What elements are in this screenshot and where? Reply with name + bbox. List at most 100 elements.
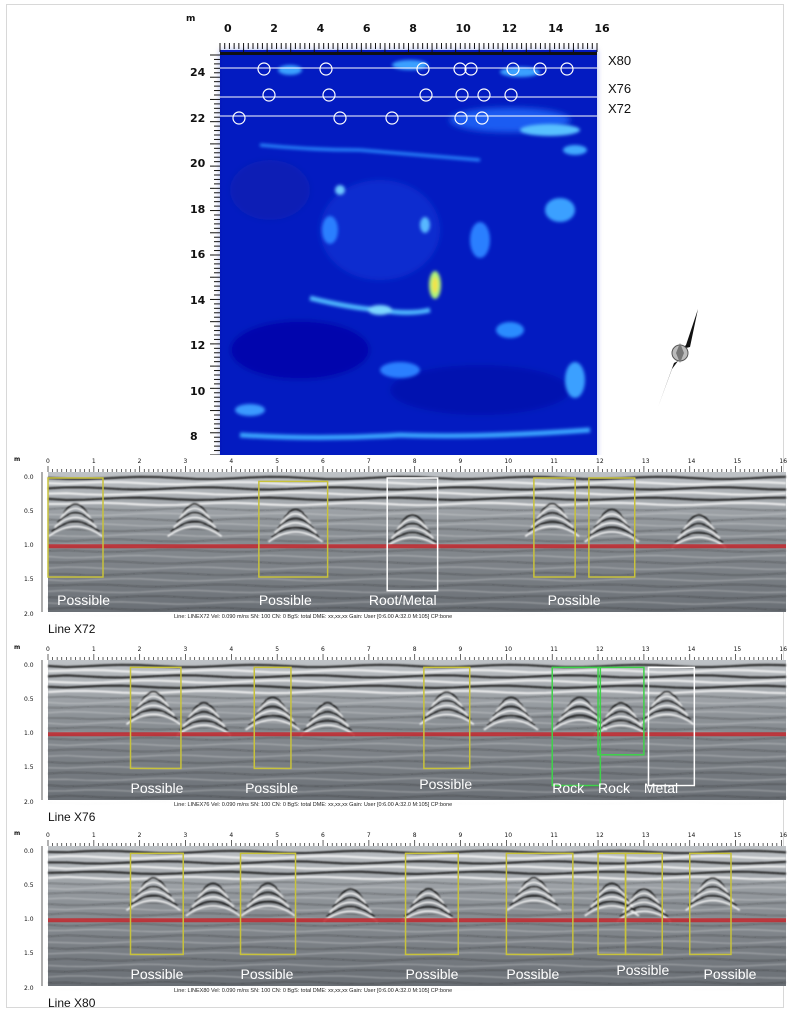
- target-box: [404, 852, 460, 956]
- hyperbola-reflection: [691, 890, 735, 903]
- profile-x-tick-label: 3: [183, 832, 188, 839]
- hyperbola-reflection: [178, 507, 211, 519]
- hyperbola-reflection: [492, 705, 530, 717]
- hyperbola-reflection: [188, 900, 238, 913]
- profile-x-tick-label: 4: [229, 458, 234, 465]
- profile-x-tick-label: 11: [550, 832, 558, 839]
- profile-x-tick-label: 1: [91, 458, 96, 465]
- hyperbola-reflection: [194, 891, 232, 903]
- target-label: Metal: [643, 779, 679, 796]
- hyperbola-reflection: [628, 892, 660, 904]
- profile-depth-tick-label: 0.0: [24, 848, 34, 855]
- target-label: Rock: [552, 779, 585, 796]
- gpr-profile-svg: [41, 654, 787, 805]
- hyperbola-reflection: [425, 704, 469, 717]
- hyperbola-reflection: [642, 709, 692, 721]
- profile-x-tick-label: 9: [458, 646, 463, 653]
- profile-x-tick-label: 10: [504, 646, 513, 653]
- hyperbola-reflection: [434, 691, 460, 703]
- profile-x-tick-label: 0: [46, 458, 50, 465]
- profile-depth-tick-label: 2.0: [24, 610, 34, 618]
- slice-x-tick-label: 4: [316, 22, 325, 35]
- hyperbola-reflection: [625, 896, 663, 909]
- target-label: Possible: [258, 591, 312, 608]
- profile-x-tick-label: 6: [321, 832, 325, 839]
- target-box: [258, 480, 329, 578]
- hyperbola-reflection: [325, 905, 376, 918]
- slice-y-tick-label: 24: [190, 66, 206, 79]
- hyperbola-reflection: [406, 901, 451, 913]
- profile-x-tick-label: 3: [183, 458, 188, 465]
- profile-x-tick-label: 12: [596, 458, 604, 465]
- profile-x-tick-label: 1: [91, 832, 96, 839]
- profile-depth-tick-label: 0.5: [24, 696, 34, 704]
- profile-x-tick-label: 13: [641, 458, 650, 465]
- hyperbola-reflection: [248, 714, 298, 727]
- gpr-profile: 0 1 2 3 4 5 6 7 8 9 10 11 12 13 14 15 16 0.0 0.5 1.0 1.5 2.0 m…: [8, 452, 788, 638]
- hyperbola-reflection: [506, 899, 562, 912]
- hyperbola-reflection: [396, 518, 429, 530]
- hyperbola-reflection: [428, 700, 466, 712]
- hyperbola-reflection: [179, 719, 229, 732]
- hyperbola-reflection: [539, 503, 565, 515]
- profile-x-tick-label: 6: [321, 646, 325, 653]
- hyperbola-reflection: [599, 882, 625, 894]
- slice-line-label-x76: X76: [608, 81, 632, 96]
- hyperbola-reflection: [683, 518, 715, 530]
- target-box: [588, 477, 636, 578]
- hyperbola-reflection: [250, 709, 295, 722]
- hyperbola-reflection: [509, 895, 559, 907]
- hyperbola-reflection: [590, 521, 634, 534]
- target-label: Possible: [245, 779, 299, 796]
- profile-x-tick-label: 10: [504, 458, 513, 465]
- hyperbola-reflection: [256, 700, 289, 713]
- profile-unit-label: m: [14, 644, 21, 651]
- hyperbola-reflection: [412, 892, 445, 904]
- profile-x-tick-label: 7: [366, 832, 371, 839]
- gpr-profile-svg: [41, 466, 787, 617]
- profile-depth-tick-label: 0.5: [24, 882, 34, 890]
- hyperbola-reflection: [305, 715, 350, 727]
- hyperbola-reflection: [140, 877, 167, 889]
- hyperbola-reflection: [134, 700, 173, 712]
- target-label: Possible: [547, 591, 601, 608]
- hyperbola-reflection: [311, 706, 344, 718]
- hyperbola-reflection: [527, 521, 577, 533]
- hyperbola-reflection: [593, 517, 631, 529]
- slice-y-tick-label: 18: [190, 202, 206, 216]
- hyperbola-reflection: [56, 512, 95, 524]
- hyperbola-reflection: [518, 881, 550, 893]
- hyperbola-reflection: [409, 896, 448, 909]
- profile-depth-tick-label: 0.5: [24, 508, 34, 516]
- profile-depth-tick-label: 0.0: [24, 662, 34, 669]
- hyperbola-reflection: [599, 715, 643, 727]
- hyperbola-reflection: [431, 695, 463, 707]
- hyperbola-reflection: [131, 890, 176, 903]
- slice-x-tick-label: 14: [548, 22, 564, 35]
- target-circles: [232, 62, 574, 125]
- hyperbola-reflection: [561, 705, 599, 717]
- hyperbola-reflection: [599, 508, 625, 520]
- target-box: [129, 666, 182, 770]
- target-label: Possible: [703, 965, 757, 982]
- target-box: [624, 852, 663, 956]
- hyperbola-reflection: [605, 706, 637, 718]
- slice-x-tick-label: 2: [270, 22, 278, 35]
- target-label: Possible: [130, 779, 184, 796]
- hyperbola-reflection: [249, 891, 287, 903]
- slice-x-tick-label: 16: [594, 22, 610, 35]
- hyperbola-reflection: [699, 877, 726, 889]
- hyperbola-reflection: [337, 887, 364, 900]
- target-label: Possible: [130, 965, 184, 982]
- hyperbola-reflection: [243, 900, 293, 913]
- hyperbola-reflection: [536, 507, 568, 519]
- hyperbola-reflection: [688, 895, 738, 907]
- target-box: [597, 666, 645, 756]
- profile-x-tick-label: 14: [687, 458, 696, 465]
- profile-x-tick-label: 2: [137, 832, 142, 839]
- hyperbola-reflection: [686, 513, 712, 526]
- hyperbola-reflection: [50, 521, 101, 533]
- profile-x-tick-label: 9: [458, 832, 463, 839]
- profile-x-tick-label: 11: [550, 458, 558, 465]
- slice-x-tick-label: 10: [455, 22, 471, 35]
